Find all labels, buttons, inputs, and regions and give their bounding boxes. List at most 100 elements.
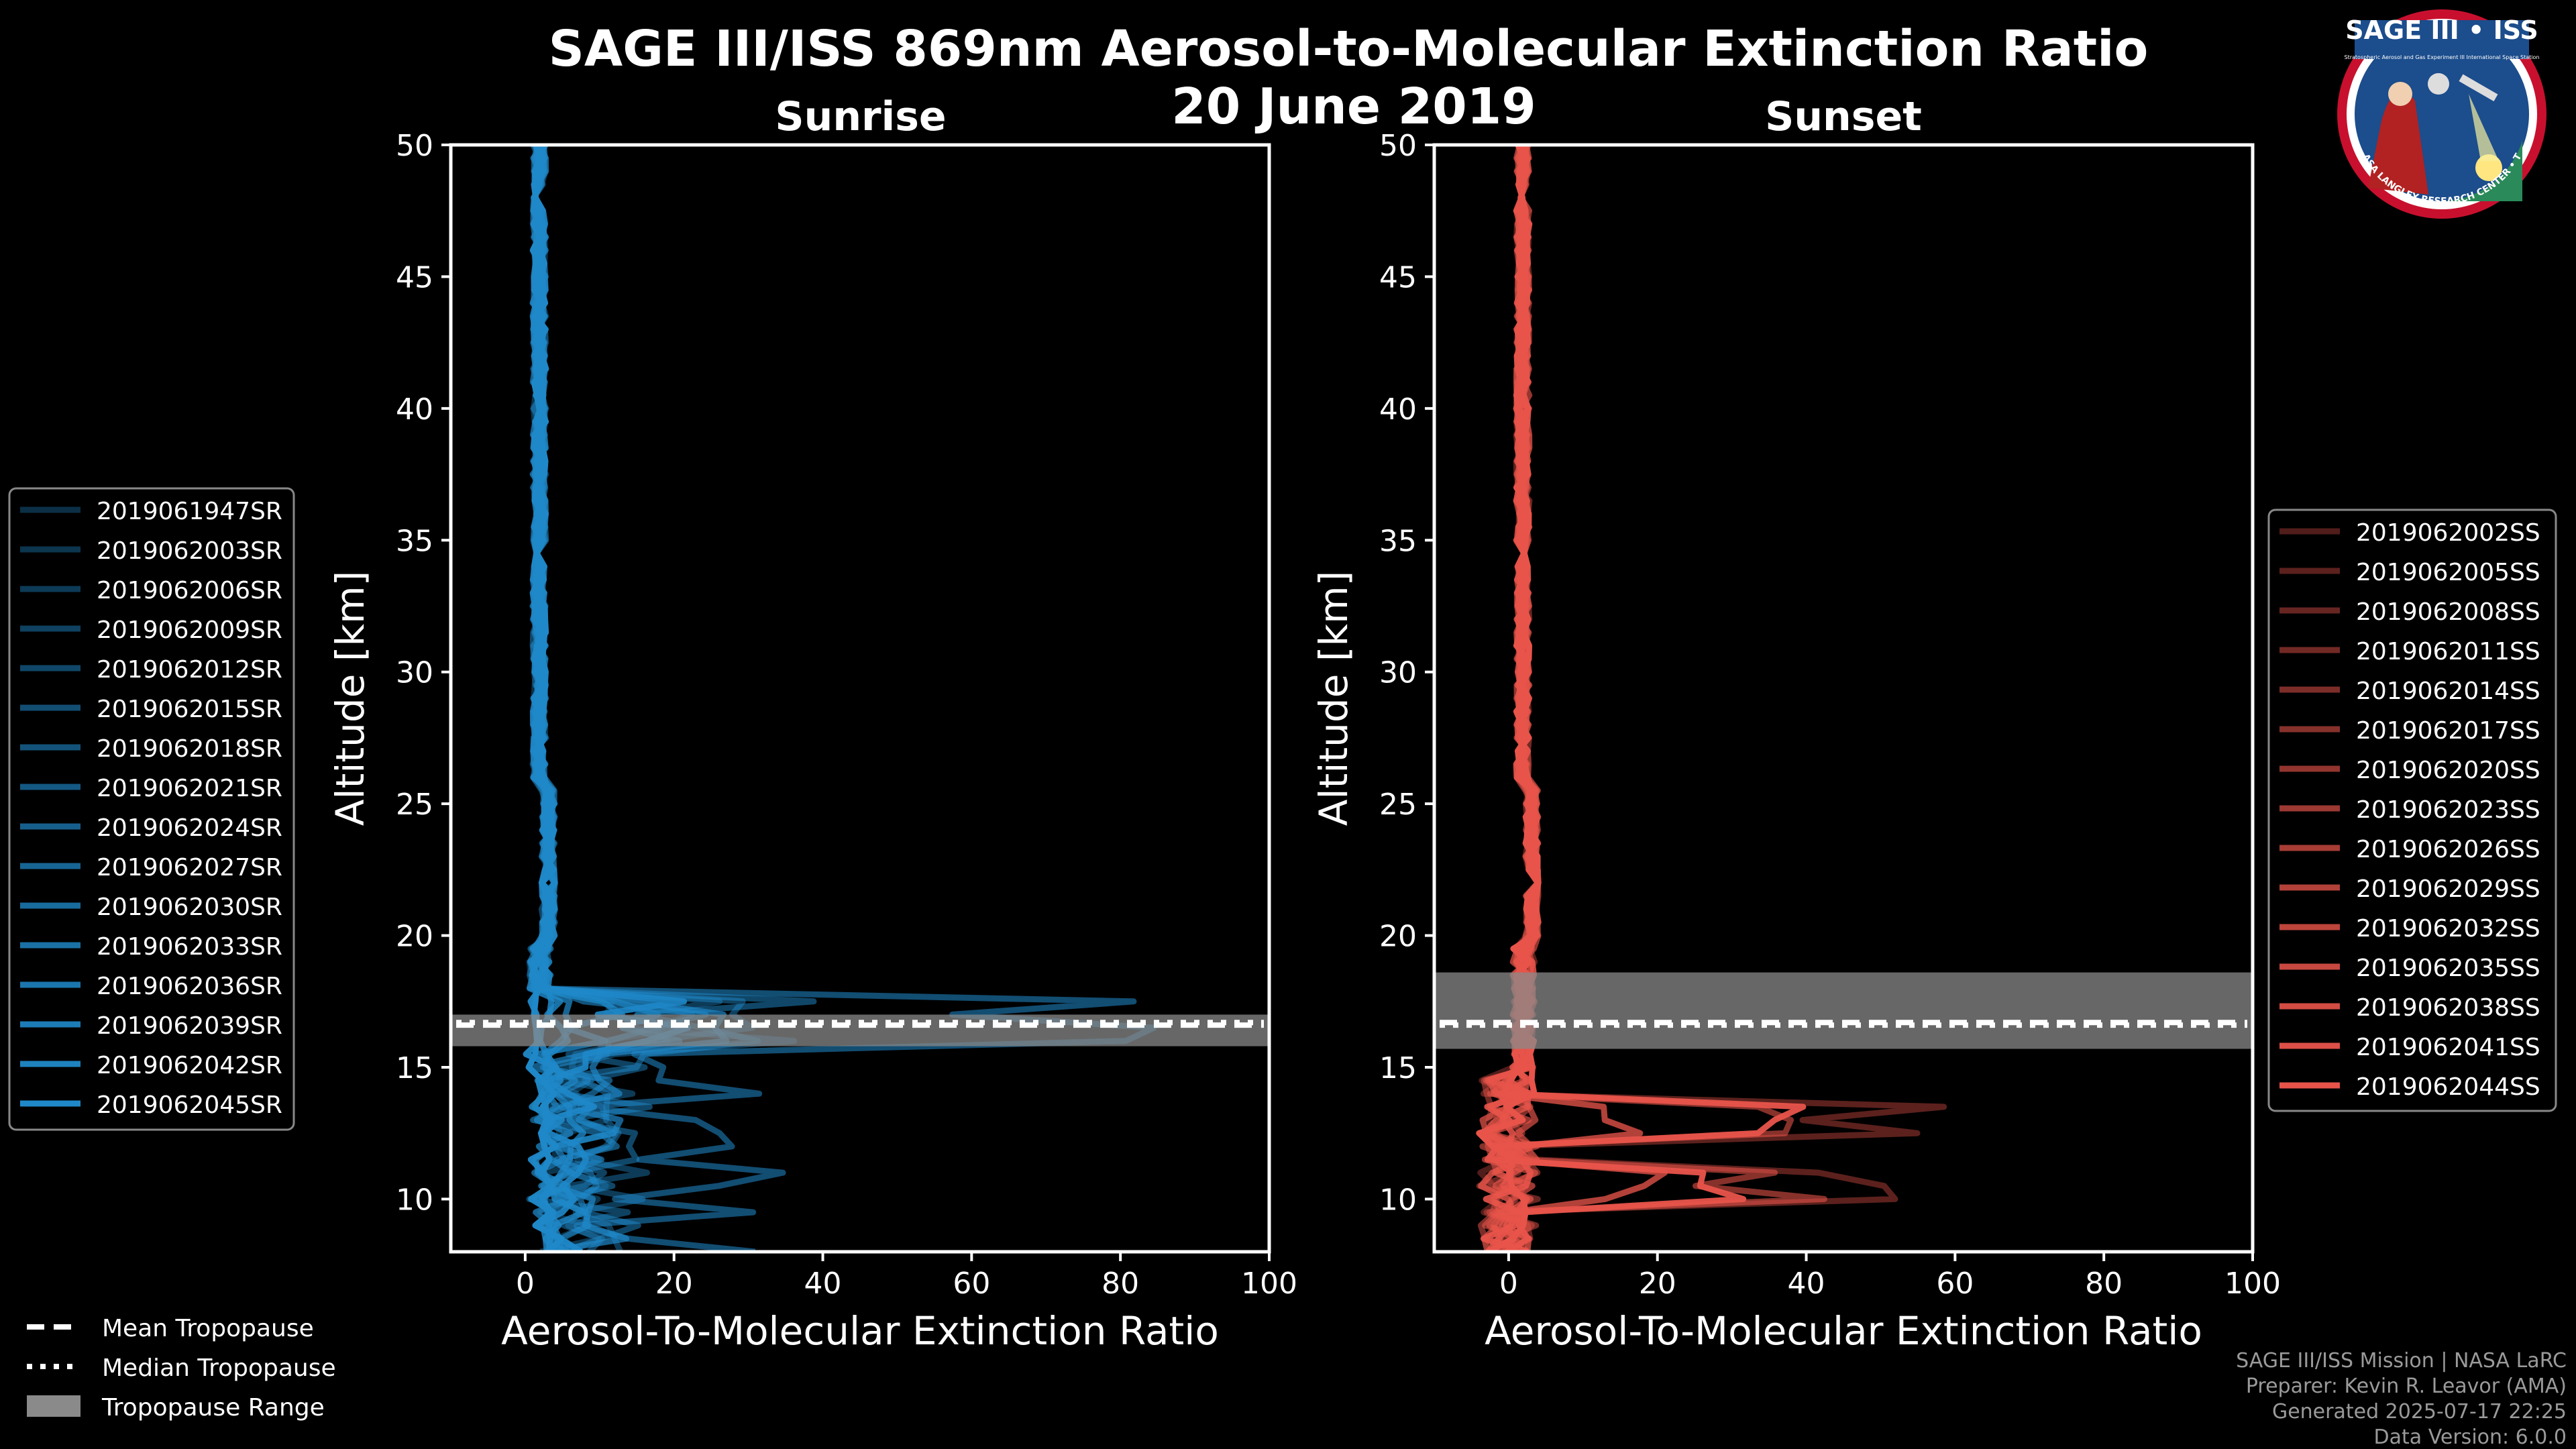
tropopause-range-band xyxy=(451,1014,1269,1046)
legend-label-2019062033SR: 2019062033SR xyxy=(97,933,282,961)
legend-label-2019062012SR: 2019062012SR xyxy=(97,656,282,684)
legend-label-2019062005SS: 2019062005SS xyxy=(2356,559,2540,586)
legend-label-2019062018SR: 2019062018SR xyxy=(97,735,282,763)
footer-credits: SAGE III/ISS Mission | NASA LaRC Prepare… xyxy=(2236,1349,2567,1449)
tropopause-range-label: Tropopause Range xyxy=(101,1394,325,1421)
x-tick-label: 20 xyxy=(655,1267,693,1301)
legend-label-2019062038SS: 2019062038SS xyxy=(2356,994,2540,1022)
y-tick-label: 40 xyxy=(1379,392,1417,427)
y-tick-label: 45 xyxy=(396,260,433,294)
legend-label-2019062042SR: 2019062042SR xyxy=(97,1052,282,1079)
figure-date: 20 June 2019 xyxy=(1171,78,1536,136)
y-tick-label: 50 xyxy=(1379,129,1417,163)
tropopause-range-band xyxy=(1434,972,2253,1049)
y-tick-label: 20 xyxy=(1379,920,1417,954)
profile-line-2019062038SS xyxy=(1479,145,1542,1252)
x-tick-label: 0 xyxy=(1499,1267,1518,1301)
sunrise-x-axis-label: Aerosol-To-Molecular Extinction Ratio xyxy=(501,1308,1219,1354)
logo-text: SAGE III • ISS xyxy=(2345,15,2538,45)
legend-label-2019062014SS: 2019062014SS xyxy=(2356,678,2540,705)
legend-label-2019062036SR: 2019062036SR xyxy=(97,973,282,1000)
sunset-ticks: 0 20 40 60 80 100 10 15 20 25 30 35 40 45 50 xyxy=(1379,129,2281,1301)
sunrise-plot-frame xyxy=(449,143,1271,1254)
x-tick-label: 0 xyxy=(516,1267,535,1301)
legend-label-2019062045SR: 2019062045SR xyxy=(97,1091,282,1119)
x-tick-label: 80 xyxy=(2085,1267,2123,1301)
sun-beam-icon xyxy=(2469,94,2499,161)
figure-icon xyxy=(2368,91,2428,195)
legend-label-2019062041SS: 2019062041SS xyxy=(2356,1034,2540,1061)
moon-icon xyxy=(2428,73,2449,95)
sunset-y-axis-label: Altitude [km] xyxy=(1311,571,1356,826)
earth-icon xyxy=(2435,141,2522,202)
sunrise-ticks: 0 20 40 60 80 100 10 15 20 25 30 35 40 45 50 xyxy=(396,129,1297,1301)
x-tick-label: 20 xyxy=(1639,1267,1676,1301)
y-tick-label: 20 xyxy=(396,920,433,954)
legend-label-2019062015SR: 2019062015SR xyxy=(97,696,282,723)
y-tick-label: 30 xyxy=(396,656,433,690)
sunrise-legend-box xyxy=(8,487,295,1131)
legend-label-2019062044SS: 2019062044SS xyxy=(2356,1073,2540,1101)
x-tick-label: 60 xyxy=(1936,1267,1974,1301)
figure-head-icon xyxy=(2388,82,2412,106)
y-tick-label: 10 xyxy=(396,1183,433,1217)
footer-line-1: SAGE III/ISS Mission | NASA LaRC xyxy=(2236,1349,2567,1373)
legend-label-2019062017SS: 2019062017SS xyxy=(2356,717,2540,745)
sunset-legend: 2019062002SS 2019062005SS 2019062008SS 2019… xyxy=(2267,508,2557,1112)
x-tick-label: 100 xyxy=(2224,1267,2281,1301)
sunset-panel: Sunset 0 20 40 60 80 100 10 15 20 25 30 35 40 45 50 Ae… xyxy=(1311,93,2281,1354)
legend-label-2019062021SR: 2019062021SR xyxy=(97,775,282,802)
y-tick-label: 50 xyxy=(396,129,433,163)
y-tick-label: 15 xyxy=(1379,1051,1417,1085)
x-tick-label: 60 xyxy=(953,1267,990,1301)
y-tick-label: 25 xyxy=(396,788,433,822)
sunset-title: Sunset xyxy=(1765,93,1922,140)
profile-line-2019062044SS xyxy=(1476,145,1542,1252)
figure-title: SAGE III/ISS 869nm Aerosol-to-Molecular … xyxy=(549,20,2149,78)
legend-label-2019062026SS: 2019062026SS xyxy=(2356,836,2540,863)
x-tick-label: 100 xyxy=(1241,1267,1297,1301)
profile-line-2019062039SR xyxy=(529,145,692,1252)
sunrise-legend: 2019061947SR 2019062003SR 2019062006SR 2019… xyxy=(8,487,295,1131)
y-tick-label: 15 xyxy=(396,1051,433,1085)
legend-label-2019062009SR: 2019062009SR xyxy=(97,616,282,644)
legend-label-2019062030SR: 2019062030SR xyxy=(97,894,282,921)
legend-label-2019062024SR: 2019062024SR xyxy=(97,814,282,842)
sage-iss-logo: SAGE III • ISS Stratospheric Aerosol and… xyxy=(2337,9,2546,219)
sunrise-y-axis-label: Altitude [km] xyxy=(327,571,373,826)
x-tick-label: 40 xyxy=(804,1267,842,1301)
legend-label-2019062039SR: 2019062039SR xyxy=(97,1012,282,1040)
legend-label-2019062023SS: 2019062023SS xyxy=(2356,796,2540,824)
x-tick-label: 80 xyxy=(1102,1267,1139,1301)
sunrise-series-layer xyxy=(523,145,1157,1252)
legend-label-2019062029SS: 2019062029SS xyxy=(2356,875,2540,903)
y-tick-label: 10 xyxy=(1379,1183,1417,1217)
legend-label-2019062002SS: 2019062002SS xyxy=(2356,519,2540,547)
sunset-x-axis-label: Aerosol-To-Molecular Extinction Ratio xyxy=(1485,1308,2202,1354)
legend-label-2019061947SR: 2019061947SR xyxy=(97,498,282,525)
legend-label-2019062035SS: 2019062035SS xyxy=(2356,955,2540,982)
median-tropopause-label: Median Tropopause xyxy=(102,1354,336,1382)
y-tick-label: 40 xyxy=(396,392,433,427)
footer-line-3: Generated 2025-07-17 22:25 xyxy=(2272,1400,2567,1424)
sunrise-tropopause-layer xyxy=(451,1014,1269,1046)
y-tick-label: 35 xyxy=(396,524,433,558)
legend-label-2019062008SS: 2019062008SS xyxy=(2356,598,2540,626)
mean-tropopause-label: Mean Tropopause xyxy=(102,1315,314,1342)
sunset-series-layer xyxy=(1476,145,1947,1252)
sunset-tropopause-layer xyxy=(1434,972,2253,1049)
legend-label-2019062011SS: 2019062011SS xyxy=(2356,638,2540,665)
sunrise-title: Sunrise xyxy=(775,93,946,140)
footer-line-2: Preparer: Kevin R. Leavor (AMA) xyxy=(2246,1375,2567,1398)
y-tick-label: 30 xyxy=(1379,656,1417,690)
legend-label-2019062003SR: 2019062003SR xyxy=(97,537,282,565)
profile-line-2019062045SR xyxy=(525,145,565,1252)
y-tick-label: 35 xyxy=(1379,524,1417,558)
y-tick-label: 45 xyxy=(1379,260,1417,294)
legend-label-2019062027SR: 2019062027SR xyxy=(97,854,282,881)
legend-label-2019062032SS: 2019062032SS xyxy=(2356,915,2540,943)
sunset-plot-frame xyxy=(1432,143,2255,1254)
footer-line-4: Data Version: 6.0.0 xyxy=(2374,1426,2567,1449)
sunset-legend-box xyxy=(2267,508,2557,1112)
